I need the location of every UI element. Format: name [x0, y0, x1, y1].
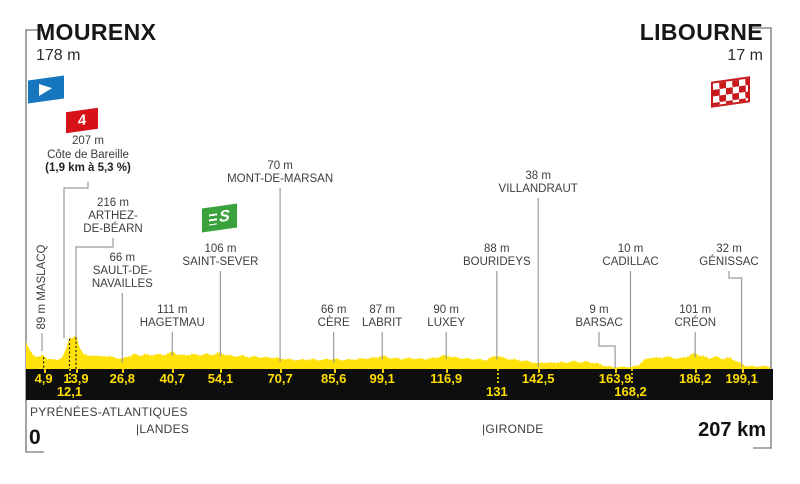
town-label: 106 m SAINT-SEVER: [182, 243, 259, 268]
km-marker: 186,2: [678, 371, 712, 386]
total-distance-label: 207 km: [698, 419, 766, 441]
town-label: 10 m CADILLAC: [602, 243, 659, 268]
town-label: 66 m CÈRE: [317, 304, 350, 329]
km-marker: 163,9: [598, 371, 632, 386]
finish-block: LIBOURNE 17 m: [640, 19, 763, 65]
sprint-flag-icon: S: [202, 203, 238, 233]
finish-checkered-flag-icon: [711, 76, 750, 108]
km-marker: 85,6: [321, 371, 347, 386]
town-label: 9 m BARSAC: [575, 304, 623, 329]
km-tick: [446, 369, 449, 373]
sprint-letter: S: [219, 207, 231, 227]
km-marker: 168,2: [614, 384, 647, 399]
climb-elevation: 207 m: [72, 135, 104, 147]
km-tick: [69, 369, 72, 383]
start-elevation: 178 m: [36, 47, 81, 64]
town-label: 38 m VILLANDRAUT: [498, 170, 578, 195]
town-label: 70 m MONT-DE-MARSAN: [227, 160, 334, 185]
km-tick: [75, 369, 78, 373]
km-tick: [496, 369, 499, 383]
frame-bracket-right: [752, 27, 772, 449]
start-block: MOURENX 178 m: [36, 19, 156, 65]
label-connector-line: [598, 332, 616, 368]
km-marker: 99,1: [369, 371, 395, 386]
km-tick: [630, 369, 633, 383]
km-marker: 70,7: [267, 371, 293, 386]
km-marker: 12,1: [56, 384, 83, 399]
town-label: 88 m BOURIDEYS: [462, 243, 531, 268]
label-connector-line: [63, 182, 89, 338]
km-tick: [741, 369, 744, 373]
km-tick: [122, 369, 125, 373]
label-connector-line: [728, 271, 743, 367]
town-label: 87 m LABRIT: [362, 304, 403, 329]
town-label: 90 m LUXEY: [427, 304, 466, 329]
distance-bar: 4,9 13,9 26,8 40,7 54,1 70,7 85,6 99,1 116,9 142,…: [26, 369, 773, 400]
play-triangle-icon: [39, 82, 52, 96]
finish-town-name: LIBOURNE: [639, 19, 763, 45]
label-connector-line: [75, 238, 114, 340]
km-tick: [615, 369, 618, 373]
frame-bracket-left: [25, 29, 44, 453]
km-tick: [333, 369, 336, 373]
km-tick: [172, 369, 175, 373]
department-label-pyrenees-atlantiques: PYRÉNÉES-ATLANTIQUES: [30, 405, 188, 419]
km-marker: 142,5: [521, 371, 555, 386]
climb-gradient: (1,9 km à 5,3 %): [45, 162, 131, 174]
climb-label-cote-de-bareille: 207 m Côte de Bareille (1,9 km à 5,3 %): [45, 135, 131, 176]
start-km-label: 0: [29, 426, 41, 449]
km-marker: 54,1: [207, 371, 234, 386]
km-tick: [280, 369, 283, 373]
town-label: 101 m CRÉON: [674, 304, 716, 329]
km-tick: [220, 369, 223, 373]
km-tick: [43, 369, 46, 373]
town-label: 216 m ARTHEZ- DE-BÉARN: [83, 197, 143, 235]
km-marker: 40,7: [159, 371, 185, 386]
speed-lines-icon: [209, 212, 218, 225]
town-label: 32 m GÉNISSAC: [699, 243, 759, 268]
department-label-landes: |LANDES: [136, 422, 190, 436]
climb-name: Côte de Bareille: [47, 148, 129, 161]
elevation-profile-area: [26, 334, 770, 369]
finish-elevation: 17 m: [727, 47, 763, 64]
km-tick: [538, 369, 541, 373]
start-town-name: MOURENX: [36, 19, 157, 45]
town-label-vertical: 89 m MASLACQ: [36, 244, 48, 330]
town-label: 66 m SAULT-DE- NAVAILLES: [91, 252, 153, 290]
km-tick: [382, 369, 385, 373]
km-marker: 131: [485, 384, 508, 399]
km-marker: 26,8: [109, 371, 135, 386]
department-label-gironde: |GIRONDE: [482, 422, 544, 436]
category-4-climb-flag-icon: 4: [66, 107, 98, 134]
km-marker: 4,9: [34, 371, 53, 386]
town-label: 111 m HAGETMAU: [139, 304, 205, 329]
km-marker: 199,1: [725, 371, 758, 386]
km-marker: 116,9: [430, 371, 463, 386]
km-tick: [695, 369, 698, 373]
